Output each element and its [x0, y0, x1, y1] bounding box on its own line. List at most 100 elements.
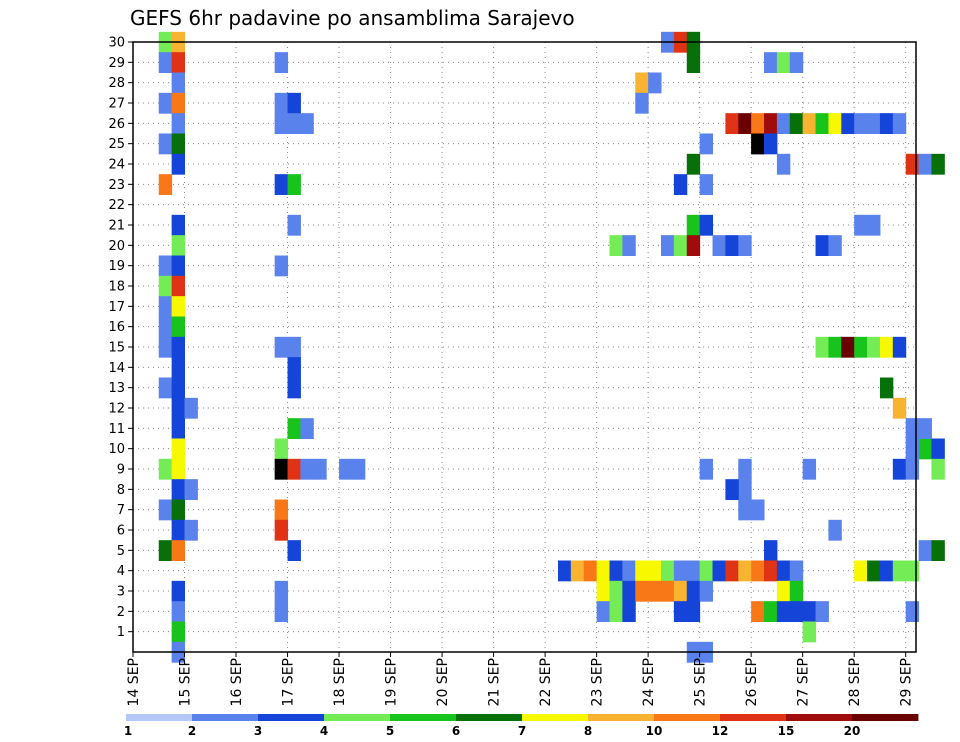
heatmap-cell — [905, 601, 920, 622]
heatmap-cell — [764, 52, 778, 73]
heatmap-cell — [738, 113, 752, 134]
colorbar-label: 15 — [778, 724, 795, 738]
y-tick-label: 16 — [108, 320, 125, 335]
x-tick-label: 22 SEP — [538, 658, 554, 706]
y-tick-label: 20 — [108, 239, 125, 254]
heatmap-cell — [171, 479, 186, 500]
y-tick-label: 3 — [117, 585, 125, 600]
colorbar-segment — [720, 714, 787, 721]
heatmap-cell — [686, 214, 701, 236]
heatmap-cell — [158, 174, 173, 195]
heatmap-cell — [815, 601, 829, 622]
heatmap-cell — [622, 580, 636, 602]
heatmap-cell — [635, 580, 649, 602]
heatmap-cell — [776, 601, 791, 622]
heatmap-cell — [648, 580, 662, 602]
heatmap-cell — [635, 72, 649, 94]
heatmap-cell — [918, 540, 932, 561]
heatmap-cell — [828, 235, 842, 256]
x-tick-label: 26 SEP — [744, 658, 760, 706]
heatmap-cell — [802, 113, 817, 134]
heatmap-cell — [931, 540, 945, 561]
heatmap-cell — [622, 560, 636, 582]
colorbar-label: 1 — [124, 724, 132, 738]
colorbar-segment — [588, 714, 655, 721]
heatmap-cell — [673, 601, 688, 622]
colorbar-label: 10 — [646, 724, 663, 738]
chart-title: GEFS 6hr padavine po ansamblima Sarajevo — [130, 6, 575, 30]
heatmap-cell — [686, 560, 701, 582]
heatmap-cell — [661, 580, 675, 602]
heatmap-cell — [171, 418, 186, 439]
y-tick-label: 8 — [117, 483, 125, 498]
heatmap-cell — [841, 336, 855, 358]
heatmap-cell — [287, 458, 301, 480]
heatmap-cell — [854, 560, 868, 582]
heatmap-cell — [158, 255, 173, 277]
y-tick-label: 29 — [108, 56, 125, 71]
heatmap-cell — [712, 560, 726, 582]
x-tick-label: 27 SEP — [796, 658, 812, 706]
y-tick-label: 4 — [117, 564, 125, 579]
heatmap-cell — [918, 418, 932, 439]
colorbar-segment — [852, 714, 919, 721]
heatmap-cell — [699, 133, 714, 155]
heatmap-cell — [699, 214, 714, 236]
heatmap-cell — [274, 499, 289, 521]
colorbar-label: 6 — [452, 724, 460, 738]
x-tick-label: 20 SEP — [435, 658, 451, 706]
heatmap-cell — [905, 560, 920, 582]
y-tick-label: 12 — [108, 402, 125, 417]
y-tick-label: 28 — [108, 76, 125, 91]
heatmap-cell — [738, 235, 752, 256]
heatmap-cell — [300, 418, 314, 439]
colorbar-segment — [390, 714, 457, 721]
x-tick-label: 29 SEP — [899, 658, 915, 706]
heatmap-cell — [673, 560, 688, 582]
heatmap-cell — [751, 133, 765, 155]
heatmap-cell — [158, 296, 173, 317]
heatmap-cell — [158, 499, 173, 521]
heatmap-cell — [776, 113, 791, 134]
heatmap-cell — [287, 336, 301, 358]
heatmap-cell — [905, 418, 920, 439]
heatmap-cell — [287, 174, 301, 195]
y-tick-label: 6 — [117, 524, 125, 539]
heatmap-cell — [171, 316, 186, 338]
heatmap-cell — [184, 519, 198, 541]
colorbar-label: 2 — [188, 724, 196, 738]
heatmap-cell — [171, 438, 186, 460]
heatmap-cell — [854, 113, 868, 134]
x-tick-label: 25 SEP — [693, 658, 709, 706]
heatmap-cell — [789, 601, 804, 622]
x-tick-label: 18 SEP — [332, 658, 348, 706]
colorbar-segment — [192, 714, 259, 721]
heatmap-cell — [300, 113, 314, 134]
heatmap-cell — [905, 458, 920, 480]
y-tick-label: 19 — [108, 259, 125, 274]
x-tick-label: 23 SEP — [590, 658, 606, 706]
heatmap-cell — [287, 377, 301, 399]
heatmap-cell — [274, 458, 289, 480]
x-tick-label: 15 SEP — [178, 658, 194, 706]
heatmap-cell — [789, 113, 804, 134]
heatmap-cell — [764, 601, 778, 622]
heatmap-cell — [751, 113, 765, 134]
heatmap-cell — [867, 560, 881, 582]
heatmap-cell — [171, 499, 186, 521]
heatmap-cell — [892, 560, 907, 582]
heatmap-cell — [686, 153, 701, 175]
heatmap-cell — [171, 72, 186, 94]
heatmap-cell — [351, 458, 366, 480]
heatmap-cell — [583, 560, 598, 582]
y-tick-label: 15 — [108, 341, 125, 356]
heatmap-cell — [596, 560, 610, 582]
heatmap-cell — [609, 235, 623, 256]
x-tick-label: 24 SEP — [641, 658, 657, 706]
heatmap-cell — [171, 133, 186, 155]
heatmap-cell — [287, 357, 301, 378]
heatmap-cell — [867, 336, 881, 358]
y-tick-label: 21 — [108, 219, 125, 234]
y-tick-label: 2 — [117, 605, 125, 620]
colorbar-segment — [126, 714, 193, 721]
